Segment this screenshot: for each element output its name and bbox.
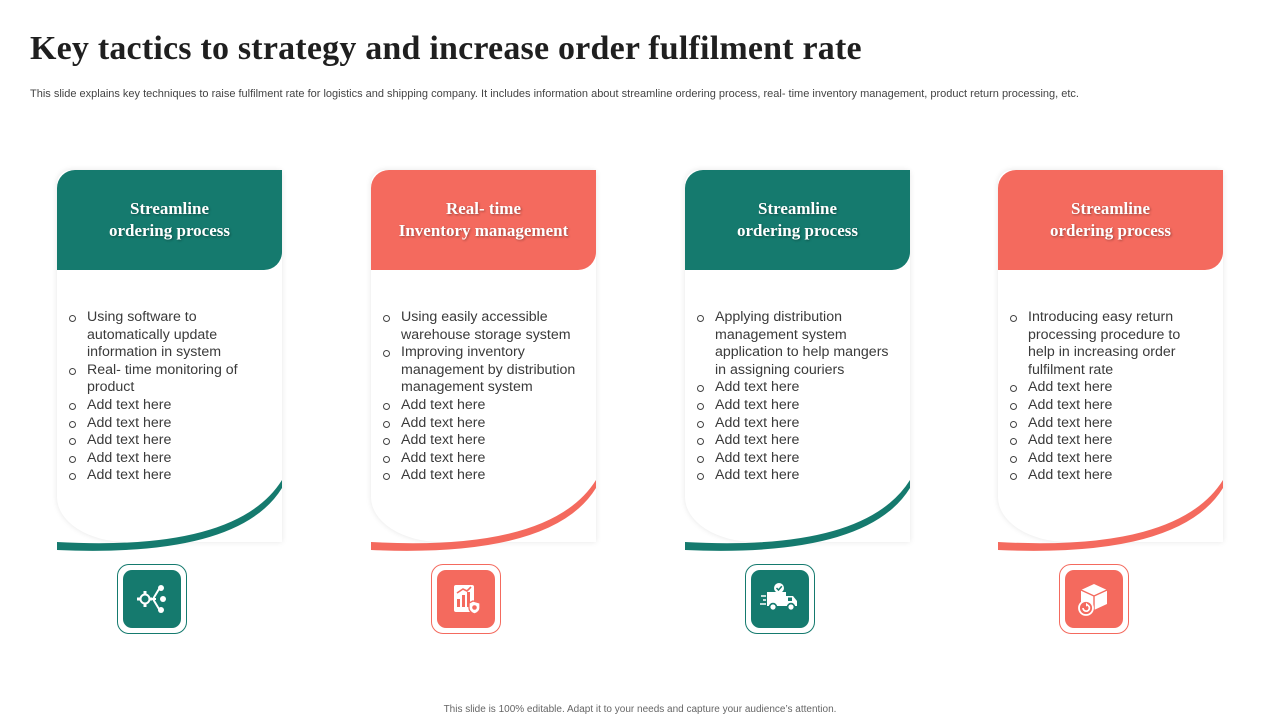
bullet-icon: [1010, 315, 1017, 322]
bullet-icon: [1010, 438, 1017, 446]
bullet-icon: [1010, 473, 1017, 481]
list-item: Add text here: [69, 467, 269, 485]
card-heading: Streamline ordering process: [736, 199, 859, 240]
bullet-icon: [383, 350, 390, 358]
list-item: Add text here: [383, 397, 583, 415]
gear-network-icon: [123, 570, 181, 628]
card-heading-box: Streamline ordering process: [57, 170, 282, 270]
slide-title: Key tactics to strategy and increase ord…: [30, 30, 862, 67]
list-item: Add text here: [697, 415, 897, 433]
icon-frame-2: [431, 564, 501, 634]
list-item: Add text here: [1010, 450, 1210, 468]
tactic-card-2: Real- time Inventory management Using ea…: [371, 170, 596, 551]
card-heading: Streamline ordering process: [1049, 199, 1172, 240]
list-item: Add text here: [383, 467, 583, 485]
bullet-icon: [383, 438, 390, 446]
package-return-icon: [1065, 570, 1123, 628]
bullet-icon: [1010, 420, 1017, 428]
inventory-report-icon: [437, 570, 495, 628]
list-item: Add text here: [69, 450, 269, 468]
slide-subtitle: This slide explains key techniques to ra…: [30, 88, 1079, 100]
list-item: Add text here: [697, 379, 897, 397]
card-bullet-list: Using easily accessible warehouse storag…: [383, 309, 583, 485]
bullet-icon: [383, 315, 390, 322]
list-item: Add text here: [1010, 467, 1210, 485]
icon-frame-4: [1059, 564, 1129, 634]
bullet-icon: [697, 420, 704, 428]
bullet-icon: [1010, 385, 1017, 393]
bullet-icon: [697, 473, 704, 481]
list-item: Improving inventory management by distri…: [383, 344, 583, 397]
list-item: Add text here: [697, 450, 897, 468]
bullet-icon: [69, 473, 76, 481]
bullet-icon: [697, 455, 704, 463]
bullet-icon: [697, 402, 704, 410]
list-item: Add text here: [383, 432, 583, 450]
icon-frame-1: [117, 564, 187, 634]
card-heading: Real- time Inventory management: [398, 199, 569, 240]
list-item: Introducing easy return processing proce…: [1010, 309, 1210, 379]
bullet-icon: [697, 385, 704, 393]
bullet-icon: [69, 438, 76, 446]
list-item: Add text here: [697, 432, 897, 450]
list-item: Add text here: [383, 415, 583, 433]
list-item: Add text here: [69, 397, 269, 415]
list-item: Real- time monitoring of product: [69, 362, 269, 397]
list-item: Add text here: [69, 432, 269, 450]
list-item: Add text here: [383, 450, 583, 468]
bullet-icon: [383, 455, 390, 463]
bullet-icon: [383, 473, 390, 481]
delivery-truck-icon: [751, 570, 809, 628]
card-bullet-list: Applying distribution management system …: [697, 309, 897, 485]
bullet-icon: [69, 455, 76, 463]
tactic-card-1: Streamline ordering process Using softwa…: [57, 170, 282, 551]
list-item: Add text here: [1010, 415, 1210, 433]
bullet-icon: [383, 420, 390, 428]
list-item: Add text here: [69, 415, 269, 433]
bullet-icon: [69, 367, 76, 375]
list-item: Add text here: [1010, 397, 1210, 415]
bullet-icon: [69, 402, 76, 410]
card-bullet-list: Using software to automatically update i…: [69, 309, 269, 485]
list-item: Add text here: [1010, 379, 1210, 397]
bullet-icon: [383, 402, 390, 410]
tactic-card-4: Streamline ordering process Introducing …: [998, 170, 1223, 551]
card-heading-box: Streamline ordering process: [998, 170, 1223, 270]
icon-frame-3: [745, 564, 815, 634]
list-item: Add text here: [697, 397, 897, 415]
card-heading-box: Real- time Inventory management: [371, 170, 596, 270]
list-item: Using software to automatically update i…: [69, 309, 269, 362]
bullet-icon: [697, 315, 704, 322]
card-heading: Streamline ordering process: [108, 199, 231, 240]
list-item: Add text here: [697, 467, 897, 485]
list-item: Applying distribution management system …: [697, 309, 897, 379]
bullet-icon: [1010, 402, 1017, 410]
tactic-card-3: Streamline ordering process Applying dis…: [685, 170, 910, 551]
list-item: Add text here: [1010, 432, 1210, 450]
list-item: Using easily accessible warehouse storag…: [383, 309, 583, 344]
footer-note: This slide is 100% editable. Adapt it to…: [443, 704, 837, 715]
card-bullet-list: Introducing easy return processing proce…: [1010, 309, 1210, 485]
card-heading-box: Streamline ordering process: [685, 170, 910, 270]
bullet-icon: [1010, 455, 1017, 463]
bullet-icon: [69, 315, 76, 322]
bullet-icon: [69, 420, 76, 428]
bullet-icon: [697, 438, 704, 446]
